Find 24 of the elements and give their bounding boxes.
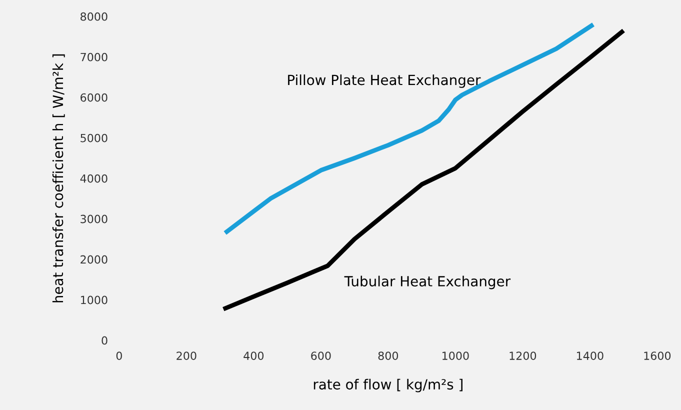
y-tick-label: 7000 <box>80 52 108 62</box>
y-tick-label: 0 <box>102 336 108 345</box>
y-tick-label: 3000 <box>80 214 108 224</box>
x-tick-label: 1200 <box>510 352 536 360</box>
x-tick-label: 400 <box>244 352 264 360</box>
x-tick-label: 600 <box>311 352 331 360</box>
y-tick-label: 1000 <box>81 296 108 304</box>
y-tick-label: 4000 <box>80 174 108 183</box>
y-tick-label: 5000 <box>80 134 108 142</box>
y-tick-label: 6000 <box>80 93 108 102</box>
x-tick-label: 1600 <box>644 352 671 360</box>
series-label: Pillow Plate Heat Exchanger <box>288 74 481 88</box>
x-tick-label: 200 <box>176 352 196 360</box>
x-tick-label: 1400 <box>577 352 604 360</box>
x-tick-label: 800 <box>378 352 398 360</box>
line-series <box>221 28 626 312</box>
x-tick-label: 1000 <box>442 352 469 360</box>
y-tick-label: 8000 <box>80 12 108 21</box>
y-axis-title: heat transfer coefficient h [ W/m²k ] <box>52 54 65 302</box>
x-axis-title: rate of flow [ kg/m²s ] <box>314 378 462 392</box>
y-tick-label: 2000 <box>80 255 108 264</box>
x-tick-label: 0 <box>116 352 122 360</box>
line-series <box>222 22 596 236</box>
series-label: Tubular Heat Exchanger <box>344 276 511 290</box>
